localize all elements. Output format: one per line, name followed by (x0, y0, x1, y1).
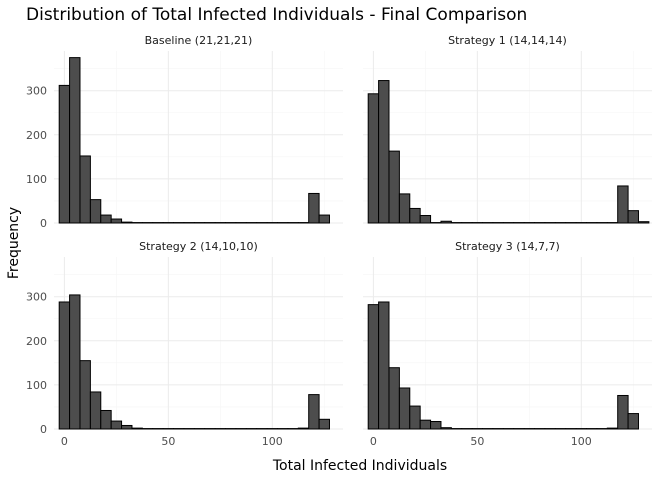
histogram-bar (367, 93, 380, 224)
y-tick-label: 100 (26, 173, 47, 186)
histogram-bar (297, 427, 310, 430)
histogram-bar (378, 301, 390, 430)
facet-title: Baseline (21,21,21) (145, 34, 253, 47)
histogram-bar (378, 80, 390, 224)
histogram-bar (58, 84, 71, 224)
histogram-bar (79, 360, 91, 430)
facet-panel-3: Strategy 2 (14,10,10) 0 100 200 300 0 50 100 (26, 240, 343, 448)
x-tick-label: 100 (571, 435, 592, 448)
histogram-bar (308, 192, 320, 224)
y-tick-label: 300 (26, 291, 47, 304)
histogram-bar (318, 418, 330, 430)
facet-title: Strategy 2 (14,10,10) (139, 240, 258, 253)
histogram-bar (617, 394, 629, 430)
y-tick-label: 100 (26, 379, 47, 392)
histogram-bar (308, 394, 320, 430)
y-tick-label: 200 (26, 129, 47, 142)
histogram-bar (398, 193, 411, 224)
facet-panel-1: Baseline (21,21,21) 0 100 200 300 (26, 34, 343, 230)
histogram-bar (440, 220, 452, 224)
histogram-bar (110, 420, 123, 430)
histogram-bar (89, 391, 102, 430)
histogram-bar (388, 150, 400, 224)
panels: Baseline (21,21,21) 0 100 200 300 Strategy 1 … (26, 34, 652, 448)
histogram-bar (627, 210, 639, 224)
histogram-bar (409, 207, 421, 224)
histogram-bar (131, 427, 143, 430)
histogram-bar (409, 405, 421, 430)
x-tick-label: 0 (61, 435, 68, 448)
histogram-bar (367, 304, 380, 430)
x-axis-title: Total Infected Individuals (272, 458, 447, 474)
histogram-bar (69, 294, 81, 430)
histogram-bar (398, 387, 411, 430)
x-tick-label: 50 (161, 435, 175, 448)
histogram-bar (58, 301, 71, 430)
x-tick-label: 100 (262, 435, 283, 448)
histogram-bar (121, 221, 133, 224)
histogram-bar (637, 221, 650, 224)
histogram-bar (617, 185, 629, 224)
histogram-bar (100, 409, 112, 430)
histogram-bar (69, 57, 81, 224)
y-tick-label: 0 (40, 423, 47, 436)
histogram-bar (440, 427, 452, 430)
histogram-bar (388, 367, 400, 430)
x-tick-label: 50 (470, 435, 484, 448)
chart-title: Distribution of Total Infected Individua… (26, 5, 527, 25)
histogram-bar (419, 419, 432, 430)
facet-panel-2: Strategy 1 (14,14,14) (363, 34, 652, 224)
y-tick-label: 0 (40, 217, 47, 230)
histogram-bar (79, 155, 91, 224)
histogram-bar (419, 215, 432, 224)
histogram-bar (318, 214, 330, 224)
x-tick-label: 0 (370, 435, 377, 448)
histogram-bar (89, 199, 102, 224)
y-tick-label: 200 (26, 335, 47, 348)
histogram-bar (100, 214, 112, 224)
facet-panel-4: Strategy 3 (14,7,7) 0 50 100 (363, 240, 652, 448)
histogram-bar (430, 421, 442, 430)
histogram-bar (606, 427, 619, 430)
facet-title: Strategy 3 (14,7,7) (455, 240, 560, 253)
y-axis-title: Frequency (6, 207, 22, 279)
facet-title: Strategy 1 (14,14,14) (448, 34, 567, 47)
histogram-bar (110, 218, 123, 224)
histogram-bar (121, 424, 133, 430)
y-tick-label: 300 (26, 85, 47, 98)
histogram-bar (627, 413, 639, 430)
